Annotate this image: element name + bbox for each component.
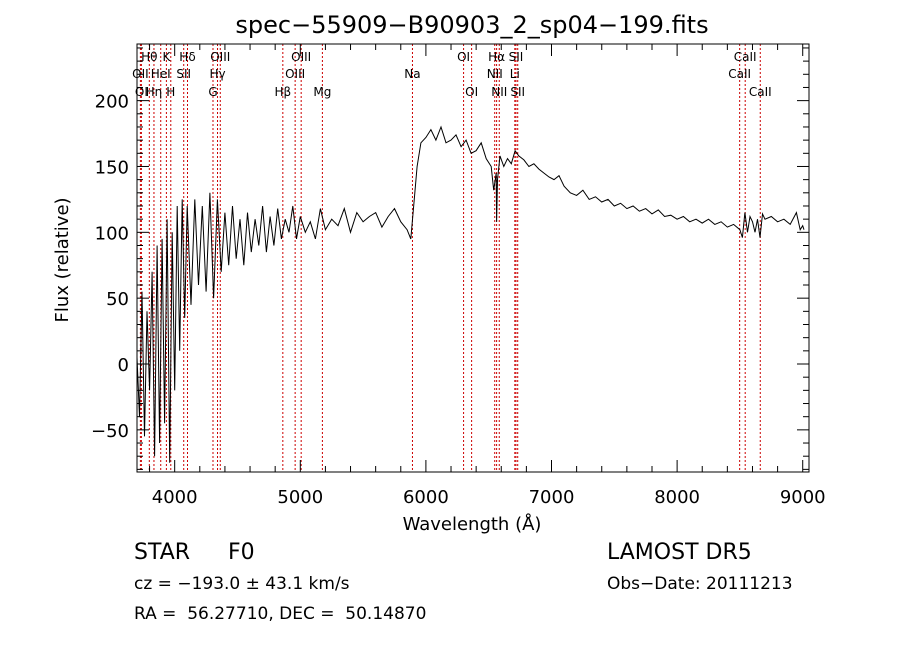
line-marker-label: SII (510, 85, 525, 99)
line-marker-label: Li (510, 67, 520, 81)
chart-title: spec−55909−B90903_2_sp04−199.fits (235, 11, 708, 39)
object-subclass-label: F0 (228, 540, 255, 565)
line-marker-label: OI (465, 85, 478, 99)
line-marker-label: K (162, 50, 171, 64)
line-marker-label: Hγ (209, 67, 225, 81)
x-tick-label: 8000 (654, 487, 700, 508)
line-marker-label: CaII (734, 50, 757, 64)
line-marker-label: OI (135, 85, 148, 99)
line-marker-label: Hη (146, 85, 163, 99)
line-marker-label: Hα (488, 50, 505, 64)
line-marker-label: Mg (313, 85, 331, 99)
line-marker-label: G (208, 85, 217, 99)
redshift-velocity: cz = −193.0 ± 43.1 km/s (134, 574, 350, 594)
y-tick-label: 150 (95, 157, 129, 178)
y-tick-label: −50 (91, 421, 129, 442)
object-class: STAR F0 (134, 540, 255, 565)
line-marker-label: NII (491, 85, 507, 99)
line-marker-label: Hδ (179, 50, 195, 64)
spectrum-line (136, 125, 805, 463)
plot-frame (136, 43, 810, 473)
spectral-line-markers (139, 44, 761, 472)
x-axis: 4000 5000 6000 7000 8000 9000 (149, 44, 826, 508)
line-marker-label: OI (457, 50, 470, 64)
line-marker-label: OIII (291, 50, 311, 64)
line-marker-label: OIII (210, 50, 230, 64)
spectral-line-labels: OIIOIHθHηHeIKHHδSIIGHγOIIIHβOIIIOIIIMgNa… (132, 50, 772, 99)
x-tick-label: 9000 (780, 487, 826, 508)
line-marker-label: Hθ (141, 50, 157, 64)
x-tick-label: 7000 (529, 487, 575, 508)
line-marker-label: NII (487, 67, 503, 81)
y-tick-label: 100 (95, 223, 129, 244)
y-tick-label: 0 (118, 355, 129, 376)
x-tick-label: 6000 (403, 487, 449, 508)
y-tick-label: 50 (106, 289, 129, 310)
y-tick-label: 200 (95, 92, 129, 113)
line-marker-label: OIII (285, 67, 305, 81)
line-marker-label: SII (176, 67, 191, 81)
x-tick-label: 5000 (277, 487, 323, 508)
line-marker-label: HeI (151, 67, 171, 81)
line-marker-label: CaII (728, 67, 751, 81)
observation-date: Obs−Date: 20111213 (607, 574, 793, 594)
y-axis: −50 0 50 100 150 200 (91, 47, 809, 470)
line-marker-label: Hβ (274, 85, 291, 99)
object-class-label: STAR (134, 540, 191, 565)
line-marker-label: CaII (749, 85, 772, 99)
ra-dec-coordinates: RA = 56.27710, DEC = 50.14870 (134, 604, 427, 624)
survey-name: LAMOST DR5 (607, 540, 752, 565)
x-tick-label: 4000 (152, 487, 198, 508)
line-marker-label: SII (509, 50, 524, 64)
y-axis-label: Flux (relative) (52, 197, 73, 322)
x-axis-label: Wavelength (Å) (403, 513, 542, 535)
line-marker-label: Na (404, 67, 420, 81)
line-marker-label: H (166, 85, 175, 99)
